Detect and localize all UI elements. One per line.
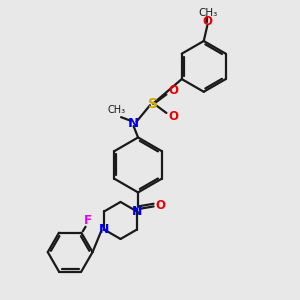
Text: CH₃: CH₃ <box>198 8 217 18</box>
Text: N: N <box>132 205 142 218</box>
Text: S: S <box>148 97 158 111</box>
Text: N: N <box>128 117 139 130</box>
Text: O: O <box>168 84 178 98</box>
Text: O: O <box>155 199 166 212</box>
Text: CH₃: CH₃ <box>107 105 126 115</box>
Text: F: F <box>84 214 92 227</box>
Text: N: N <box>99 223 109 236</box>
Text: O: O <box>168 110 178 123</box>
Text: O: O <box>202 15 213 28</box>
